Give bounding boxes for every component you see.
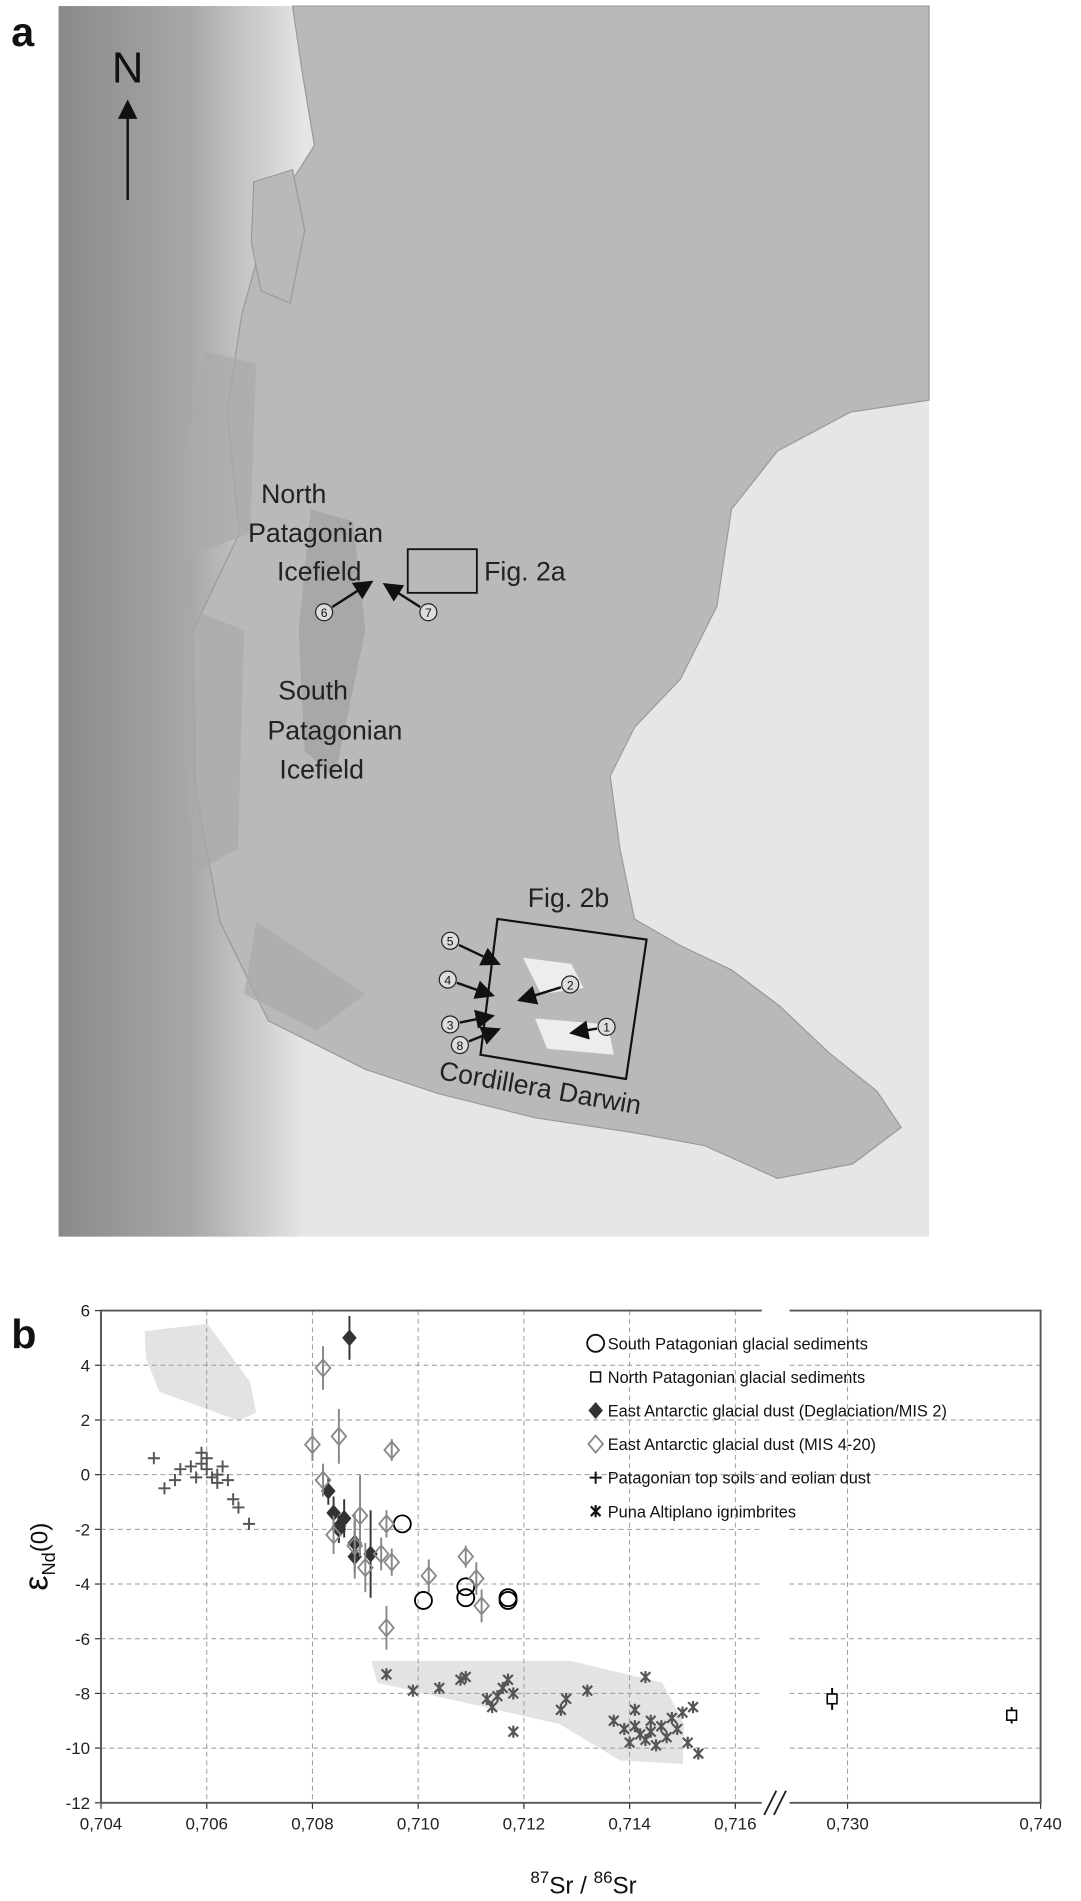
plus-marker <box>195 1447 207 1459</box>
y-tick-label: -2 <box>75 1520 90 1539</box>
asterisk-marker <box>683 1737 693 1749</box>
asterisk-marker <box>678 1706 688 1718</box>
panel-label: a <box>11 9 35 55</box>
plus-marker <box>185 1460 197 1472</box>
circle-marker <box>457 1589 474 1606</box>
x-tick-label: 0,730 <box>826 1814 868 1833</box>
site-label: 3 <box>447 1018 454 1032</box>
axis-break <box>764 1791 786 1815</box>
diamond-marker <box>342 1329 357 1346</box>
legend-label: East Antarctic glacial dust (MIS 4-20) <box>608 1436 876 1454</box>
x-tick-label: 0,714 <box>608 1814 650 1833</box>
fig-2b-label: Fig. 2b <box>528 883 610 913</box>
plus-marker <box>190 1471 202 1483</box>
x-tick-label: 0,704 <box>80 1814 122 1833</box>
plus-marker <box>148 1452 160 1464</box>
site-label: 1 <box>603 1021 610 1035</box>
plus-marker <box>174 1463 186 1475</box>
square-marker <box>827 1694 837 1704</box>
site-label: 8 <box>457 1039 464 1053</box>
plus-marker <box>201 1452 213 1464</box>
plus-marker <box>243 1518 255 1530</box>
legend-marker <box>588 1436 603 1453</box>
north-label: N <box>112 43 144 92</box>
plus-marker <box>158 1482 170 1494</box>
site-label: 2 <box>567 978 574 992</box>
x-tick-label: 0,716 <box>714 1814 756 1833</box>
plus-marker <box>195 1458 207 1470</box>
asterisk-marker <box>508 1726 518 1738</box>
plus-marker <box>201 1463 213 1475</box>
y-axis-label: εNd(0) <box>18 1523 59 1591</box>
legend-marker <box>591 1505 601 1517</box>
y-tick-label: -4 <box>75 1575 90 1594</box>
field-shade <box>145 1324 257 1421</box>
legend-label: Puna Altiplano ignimbrites <box>608 1503 796 1521</box>
y-tick-label: 2 <box>81 1411 90 1430</box>
x-tick-label: 0,706 <box>185 1814 227 1833</box>
plus-marker <box>206 1471 218 1483</box>
label-line: North <box>261 479 326 509</box>
label-line: Icefield <box>277 557 361 587</box>
x-axis-label: 87Sr / 86Sr <box>530 1868 636 1900</box>
x-tick-label: 0,712 <box>503 1814 545 1833</box>
y-tick-label: 0 <box>81 1466 90 1485</box>
y-tick-label: -10 <box>66 1739 91 1758</box>
y-tick-label: -8 <box>75 1684 90 1703</box>
plus-marker <box>232 1501 244 1513</box>
site-label: 4 <box>444 973 451 987</box>
x-tick-label: 0,710 <box>397 1814 439 1833</box>
site-label: 6 <box>321 606 328 620</box>
label-line: Patagonian <box>248 518 383 548</box>
plus-marker <box>217 1460 229 1472</box>
figure: a N North Patagonian Icefield Fig. 2a So… <box>0 0 1081 1901</box>
x-tick-label: 0,740 <box>1019 1814 1061 1833</box>
x-label-part: Sr <box>613 1873 637 1900</box>
y-label-rest: (0) <box>27 1523 54 1553</box>
legend-label: South Patagonian glacial sediments <box>608 1335 868 1353</box>
map-panel: a N North Patagonian Icefield Fig. 2a So… <box>11 6 929 1237</box>
legend-label: North Patagonian glacial sediments <box>608 1369 865 1387</box>
y-label-symbol: ε <box>18 1576 56 1591</box>
label-line: Patagonian <box>267 716 402 746</box>
panel-label: b <box>11 1311 36 1357</box>
legend-marker <box>591 1372 601 1382</box>
circle-marker <box>415 1592 432 1609</box>
plus-marker <box>211 1477 223 1489</box>
y-tick-label: 4 <box>81 1356 90 1375</box>
x-label-sup: 86 <box>594 1868 613 1887</box>
x-label-part: Sr / <box>549 1873 593 1900</box>
site-label: 5 <box>447 935 454 949</box>
plus-marker <box>222 1474 234 1486</box>
chart: b -12 -10 -8 -6 -4 -2 0 2 4 6 0,704 0,706 0,708 0,710… <box>11 1302 1062 1900</box>
label-line: South <box>278 676 348 706</box>
asterisk-marker <box>688 1701 698 1713</box>
plus-marker <box>227 1493 239 1505</box>
legend-label: East Antarctic glacial dust (Deglaciatio… <box>608 1403 947 1421</box>
square-marker <box>1007 1710 1017 1720</box>
y-tick-label: 6 <box>81 1302 90 1321</box>
y-label-sub: Nd <box>39 1552 59 1575</box>
asterisk-marker <box>693 1748 703 1760</box>
label-line: Icefield <box>279 754 363 784</box>
y-tick-label: -6 <box>75 1630 90 1649</box>
site-label: 7 <box>425 606 432 620</box>
x-tick-label: 0,708 <box>291 1814 333 1833</box>
fig-2a-label: Fig. 2a <box>484 557 566 587</box>
x-label-sup: 87 <box>530 1868 549 1887</box>
legend-marker <box>588 1402 603 1419</box>
legend-label: Patagonian top soils and eolian dust <box>608 1470 871 1488</box>
plus-marker <box>169 1474 181 1486</box>
legend-marker <box>587 1335 604 1352</box>
asterisk-marker <box>641 1671 651 1683</box>
y-tick-label: -12 <box>66 1794 91 1813</box>
page: a N North Patagonian Icefield Fig. 2a So… <box>0 0 1081 1901</box>
legend-marker <box>590 1472 602 1484</box>
